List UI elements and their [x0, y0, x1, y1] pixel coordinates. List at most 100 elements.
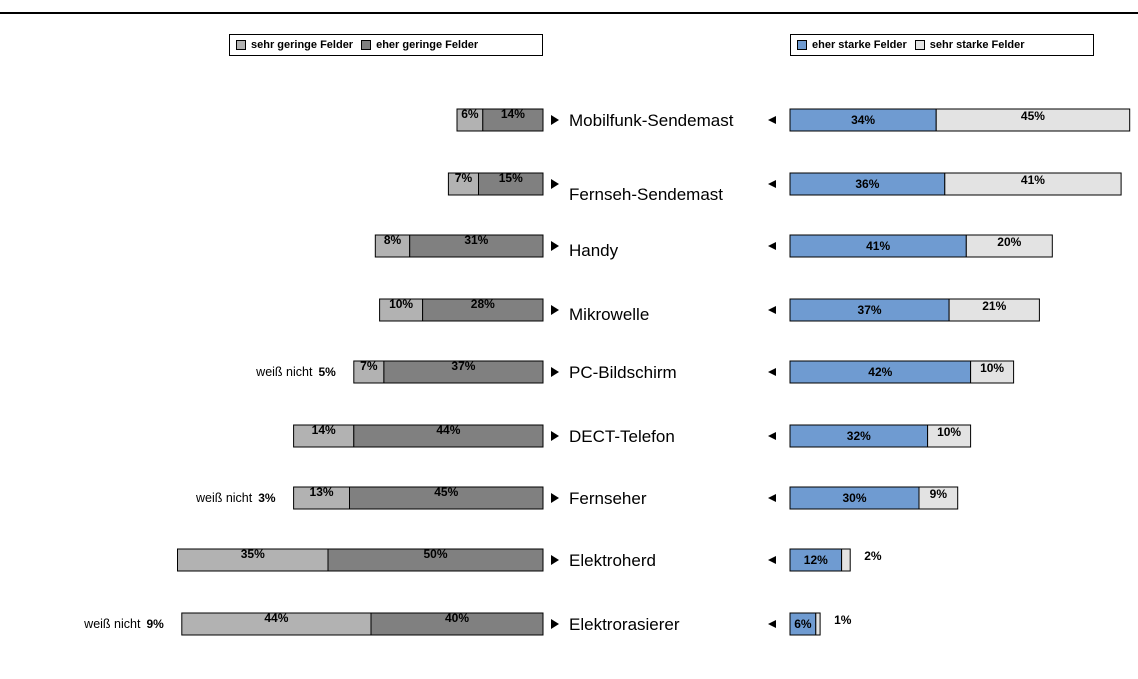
legend-item-eher-stark: eher starke Felder	[797, 39, 907, 51]
label-eher-stark-mobilfunk-sendemast: 34%	[851, 113, 875, 127]
label-sehr-stark-dect-telefon: 10%	[937, 425, 961, 439]
top-rule	[0, 12, 1138, 14]
bar-eher-gering-mobilfunk-sendemast	[482, 108, 544, 132]
bar-eher-gering-dect-telefon	[353, 424, 544, 448]
label-sehr-stark-elektrorasierer: 1%	[834, 613, 852, 627]
label-sehr-stark-elektroherd: 2%	[864, 549, 882, 563]
label-sehr-stark-mikrowelle: 21%	[982, 299, 1006, 313]
legend-swatch-eher-stark	[797, 40, 807, 50]
arrow-right-icon-fernseh-sendemast	[551, 179, 559, 189]
arrow-right-icon-elektrorasierer	[551, 619, 559, 629]
label-sehr-gering-mikrowelle: 10%	[389, 297, 413, 311]
arrow-right-icon-elektroherd	[551, 555, 559, 565]
label-sehr-gering-handy: 8%	[384, 233, 402, 247]
legend-label-sehr-stark: sehr starke Felder	[929, 39, 1025, 51]
label-eher-stark-elektrorasierer: 6%	[794, 617, 812, 631]
legend-item-eher-gering: eher geringe Felder	[361, 39, 478, 51]
label-sehr-gering-pc-bildschirm: 7%	[360, 359, 378, 373]
label-sehr-gering-elektrorasierer: 44%	[264, 611, 288, 625]
label-eher-gering-dect-telefon: 44%	[436, 423, 460, 437]
category-label-dect-telefon: DECT-Telefon	[569, 427, 675, 446]
label-sehr-stark-pc-bildschirm: 10%	[980, 361, 1004, 375]
label-eher-gering-pc-bildschirm: 37%	[451, 359, 475, 373]
bar-eher-gering-handy	[409, 234, 544, 258]
arrow-left-icon-mobilfunk-sendemast	[768, 116, 776, 124]
bar-sehr-stark-fernseher	[918, 486, 959, 510]
arrow-right-icon-mobilfunk-sendemast	[551, 115, 559, 125]
category-label-elektroherd: Elektroherd	[569, 551, 656, 570]
legend-label-eher-stark: eher starke Felder	[812, 39, 907, 51]
label-eher-stark-mikrowelle: 37%	[858, 303, 882, 317]
label-sehr-stark-handy: 20%	[997, 235, 1021, 249]
legend-label-sehr-gering: sehr geringe Felder	[251, 39, 354, 51]
bar-eher-gering-elektroherd	[327, 548, 544, 572]
label-eher-stark-handy: 41%	[866, 239, 890, 253]
arrow-left-icon-fernseh-sendemast	[768, 180, 776, 188]
weiss-nicht-label-elektrorasierer: weiß nicht	[83, 617, 141, 631]
label-sehr-stark-fernseher: 9%	[930, 487, 948, 501]
arrow-right-icon-pc-bildschirm	[551, 367, 559, 377]
bar-sehr-stark-mobilfunk-sendemast	[935, 108, 1131, 132]
label-sehr-gering-fernseh-sendemast: 7%	[455, 171, 473, 185]
label-eher-stark-dect-telefon: 32%	[847, 429, 871, 443]
category-label-fernseh-sendemast: Fernseh-Sendemast	[569, 185, 723, 204]
label-eher-gering-handy: 31%	[464, 233, 488, 247]
category-label-mobilfunk-sendemast: Mobilfunk-Sendemast	[569, 111, 734, 130]
bar-sehr-stark-fernseh-sendemast	[944, 172, 1122, 196]
weiss-nicht-value-fernseher: 3%	[258, 491, 276, 505]
label-eher-gering-mikrowelle: 28%	[471, 297, 495, 311]
label-sehr-gering-fernseher: 13%	[310, 485, 334, 499]
arrow-left-icon-elektroherd	[768, 556, 776, 564]
legend-label-eher-gering: eher geringe Felder	[376, 39, 479, 51]
arrow-right-icon-mikrowelle	[551, 305, 559, 315]
label-eher-gering-elektroherd: 50%	[423, 547, 447, 561]
weiss-nicht-label-fernseher: weiß nicht	[195, 491, 253, 505]
bar-sehr-stark-pc-bildschirm	[970, 360, 1015, 384]
bar-sehr-stark-dect-telefon	[927, 424, 972, 448]
label-eher-stark-fernseh-sendemast: 36%	[855, 177, 879, 191]
legend-right: eher starke Felder sehr starke Felder	[790, 34, 1094, 56]
category-label-mikrowelle: Mikrowelle	[569, 305, 649, 324]
label-eher-gering-fernseher: 45%	[434, 485, 458, 499]
legend-swatch-eher-gering	[361, 40, 372, 50]
arrow-left-icon-handy	[768, 242, 776, 250]
weiss-nicht-value-elektrorasierer: 9%	[146, 617, 164, 631]
arrow-right-icon-fernseher	[551, 493, 559, 503]
legend-left: sehr geringe Felder eher geringe Felder	[229, 34, 543, 56]
label-sehr-stark-fernseh-sendemast: 41%	[1021, 173, 1045, 187]
label-eher-stark-fernseher: 30%	[842, 491, 866, 505]
arrow-left-icon-pc-bildschirm	[768, 368, 776, 376]
bar-sehr-stark-elektroherd	[841, 548, 851, 572]
legend-item-sehr-stark: sehr starke Felder	[914, 39, 1025, 51]
arrow-right-icon-handy	[551, 241, 559, 251]
bar-eher-gering-mikrowelle	[422, 298, 544, 322]
weiss-nicht-label-pc-bildschirm: weiß nicht	[255, 365, 313, 379]
label-sehr-gering-dect-telefon: 14%	[312, 423, 336, 437]
label-eher-gering-fernseh-sendemast: 15%	[499, 171, 523, 185]
category-label-fernseher: Fernseher	[569, 489, 647, 508]
bar-eher-gering-elektrorasierer	[370, 612, 544, 636]
category-label-elektrorasierer: Elektrorasierer	[569, 615, 680, 634]
legend-item-sehr-gering: sehr geringe Felder	[236, 39, 353, 51]
arrow-left-icon-fernseher	[768, 494, 776, 502]
label-sehr-gering-elektroherd: 35%	[241, 547, 265, 561]
bar-sehr-stark-mikrowelle	[948, 298, 1040, 322]
bar-eher-gering-fernseh-sendemast	[478, 172, 544, 196]
label-eher-stark-pc-bildschirm: 42%	[868, 365, 892, 379]
arrow-right-icon-dect-telefon	[551, 431, 559, 441]
label-eher-gering-elektrorasierer: 40%	[445, 611, 469, 625]
bar-sehr-stark-handy	[965, 234, 1053, 258]
weiss-nicht-value-pc-bildschirm: 5%	[318, 365, 336, 379]
legend-swatch-sehr-stark	[914, 40, 925, 50]
arrow-left-icon-elektrorasierer	[768, 620, 776, 628]
arrow-left-icon-mikrowelle	[768, 306, 776, 314]
category-label-handy: Handy	[569, 241, 619, 260]
category-label-pc-bildschirm: PC-Bildschirm	[569, 363, 677, 382]
label-eher-stark-elektroherd: 12%	[804, 553, 828, 567]
bar-sehr-stark-elektrorasierer	[815, 612, 821, 636]
label-sehr-stark-mobilfunk-sendemast: 45%	[1021, 109, 1045, 123]
arrow-left-icon-dect-telefon	[768, 432, 776, 440]
label-eher-gering-mobilfunk-sendemast: 14%	[501, 107, 525, 121]
label-sehr-gering-mobilfunk-sendemast: 6%	[461, 107, 479, 121]
